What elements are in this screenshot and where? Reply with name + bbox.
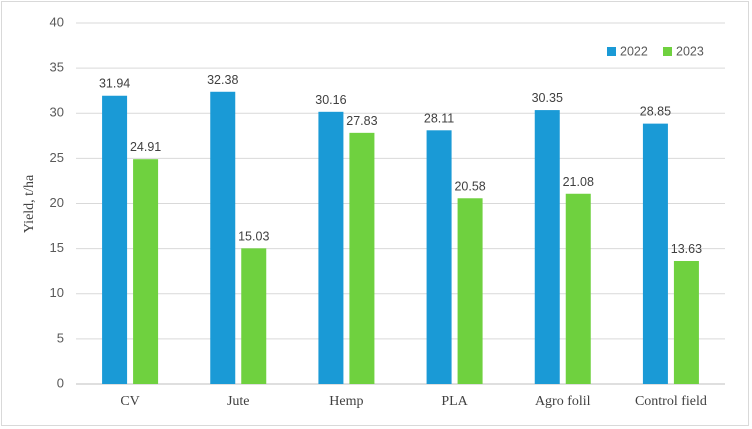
x-tick-label: CV: [120, 394, 139, 409]
bar-2022: [210, 91, 236, 384]
x-tick-label: Control field: [635, 394, 707, 409]
x-tick-label: Agro folil: [535, 394, 591, 409]
y-tick-label: 10: [50, 285, 64, 300]
y-axis-label: Yield, t/ha: [22, 174, 37, 233]
bar-2022: [318, 111, 344, 384]
data-label: 32.38: [207, 73, 238, 87]
bar-2023: [673, 260, 699, 384]
data-label: 31.94: [99, 77, 130, 91]
y-tick-label: 25: [50, 150, 64, 165]
legend-swatch: [663, 47, 672, 56]
x-tick-label: Jute: [227, 394, 250, 409]
legend: 2022 2023: [607, 44, 704, 58]
y-tick-label: 20: [50, 195, 64, 210]
legend-swatch: [607, 47, 616, 56]
y-tick-label: 15: [50, 240, 64, 255]
bar-2022: [426, 130, 452, 384]
bar-2022: [102, 95, 128, 384]
y-tick-label: 30: [50, 105, 64, 120]
y-tick-label: 35: [50, 60, 64, 75]
bar-2023: [349, 132, 375, 384]
data-label: 24.91: [130, 140, 161, 154]
legend-label: 2022: [620, 44, 648, 58]
data-label: 27.83: [346, 114, 377, 128]
data-label: 30.16: [315, 93, 346, 107]
data-label: 13.63: [671, 242, 702, 256]
bar-2023: [457, 198, 483, 384]
y-tick-label: 40: [50, 14, 64, 29]
data-label: 20.58: [454, 179, 485, 193]
bar-2022: [642, 123, 668, 384]
data-label: 28.11: [424, 111, 454, 125]
y-tick-label: 5: [57, 330, 64, 345]
bar-2023: [241, 248, 267, 384]
bar-2022: [534, 110, 560, 384]
x-axis-ticks: CV Jute Hemp PLA Agro folil Control field: [120, 394, 707, 409]
data-label: 21.08: [563, 175, 594, 189]
bar-2023: [133, 159, 159, 384]
data-label: 30.35: [532, 91, 563, 105]
legend-label: 2023: [676, 44, 704, 58]
y-tick-label: 0: [57, 375, 64, 390]
data-label: 28.85: [640, 105, 671, 119]
bars: [102, 91, 699, 384]
x-tick-label: PLA: [441, 394, 468, 409]
gridlines: [76, 22, 725, 385]
bar-2023: [565, 193, 591, 384]
data-label: 15.03: [238, 229, 269, 243]
y-axis-ticks: 0 5 10 15 20 25 30 35 40: [50, 14, 64, 390]
x-tick-label: Hemp: [329, 394, 363, 409]
